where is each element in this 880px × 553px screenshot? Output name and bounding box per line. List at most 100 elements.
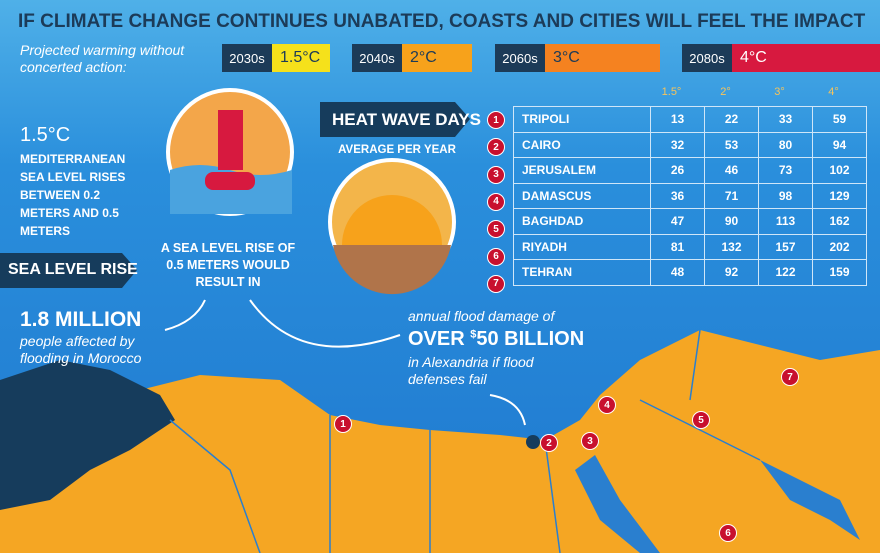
flood-intro: annual flood damage of xyxy=(408,308,555,324)
table-value: 98 xyxy=(758,182,813,209)
table-value: 26 xyxy=(650,157,705,184)
table-value: 202 xyxy=(812,233,867,260)
flood-text: in Alexandria if flood defenses fail xyxy=(408,354,534,387)
city: TEHRAN xyxy=(513,259,651,286)
table-value: 94 xyxy=(812,131,867,158)
heat-banner xyxy=(320,102,470,137)
map-marker: 7 xyxy=(781,368,799,386)
table-value: 53 xyxy=(704,131,759,158)
warming-box: 2030s 1.5°C xyxy=(222,44,330,72)
table-value: 81 xyxy=(650,233,705,260)
city: JERUSALEM xyxy=(513,157,651,184)
rise-text: A SEA LEVEL RISE OF 0.5 METERS WOULD RES… xyxy=(160,241,296,289)
table-value: 71 xyxy=(704,182,759,209)
table-value: 162 xyxy=(812,208,867,235)
table-value: 48 xyxy=(650,259,705,286)
decade: 2060s xyxy=(495,44,545,72)
table-value: 157 xyxy=(758,233,813,260)
table-value: 73 xyxy=(758,157,813,184)
flood-over: OVER xyxy=(408,328,465,350)
column-header: 4° xyxy=(828,86,839,98)
city: RIYADH xyxy=(513,233,651,260)
heat-title: HEAT WAVE DAYS xyxy=(332,110,481,129)
table-row: RIYADH 81 132 157 202 xyxy=(513,233,867,260)
table-value: 92 xyxy=(704,259,759,286)
decade: 2080s xyxy=(682,44,732,72)
city: CAIRO xyxy=(513,131,651,158)
rank-badge: 7 xyxy=(487,274,505,293)
column-header: 1.5° xyxy=(661,86,682,98)
sun xyxy=(342,195,442,245)
table-value: 36 xyxy=(650,182,705,209)
map-marker: 2 xyxy=(540,434,558,452)
table-row: TRIPOLI 13 22 33 59 xyxy=(513,106,867,133)
rank-badge: 6 xyxy=(487,247,505,266)
affected-number: 1.8 MILLION xyxy=(20,308,142,331)
arrow xyxy=(489,394,526,426)
table-value: 129 xyxy=(812,182,867,209)
table-value: 59 xyxy=(812,106,867,133)
borders xyxy=(169,329,761,553)
city: BAGHDAD xyxy=(513,208,651,235)
table-row: BAGHDAD 47 90 113 162 xyxy=(513,208,867,235)
sea-temp: 1.5°C xyxy=(20,124,71,146)
arrow xyxy=(249,299,401,348)
flood-currency: $ xyxy=(470,328,477,341)
table-value: 102 xyxy=(812,157,867,184)
sea-banner xyxy=(0,253,137,288)
temperature: 4°C xyxy=(732,44,880,72)
buoy xyxy=(218,110,243,170)
city: DAMASCUS xyxy=(513,182,651,209)
temperature: 1.5°C xyxy=(272,44,330,72)
map-marker: 5 xyxy=(692,411,710,429)
map-marker: 6 xyxy=(719,524,737,542)
gulf xyxy=(760,460,860,540)
column-header: 3° xyxy=(774,86,785,98)
flood-amount: OVER $50 BILLION xyxy=(408,328,584,351)
warming-box: 2060s 3°C xyxy=(495,44,660,72)
sea-inlet xyxy=(575,455,660,553)
flood-value: 50 BILLION xyxy=(476,328,585,350)
temperature: 2°C xyxy=(402,44,472,72)
table-value: 32 xyxy=(650,131,705,158)
rank-badge: 1 xyxy=(487,111,505,129)
table-row: JERUSALEM 26 46 73 102 xyxy=(513,157,867,184)
warming-box: 2080s 4°C xyxy=(682,44,880,72)
table-row: TEHRAN 48 92 122 159 xyxy=(513,259,867,286)
table-value: 90 xyxy=(704,208,759,235)
column-header: 2° xyxy=(720,86,731,98)
table-value: 33 xyxy=(758,106,813,133)
map-marker: 3 xyxy=(581,432,599,450)
heat-table: TRIPOLI 13 22 33 59 CAIRO 32 53 80 94 JERUSALEM 26 4… xyxy=(513,106,867,286)
warming-box: 2040s 2°C xyxy=(352,44,472,72)
land xyxy=(0,330,880,553)
table-value: 13 xyxy=(650,106,705,133)
title: IF CLIMATE CHANGE CONTINUES UNABATED, CO… xyxy=(18,11,866,32)
temperature: 3°C xyxy=(545,44,660,72)
rank-badge: 3 xyxy=(487,165,505,184)
morocco xyxy=(0,360,175,510)
sea-banner-text: SEA LEVEL RISE xyxy=(8,261,138,278)
map-marker: 1 xyxy=(334,415,352,433)
table-row: DAMASCUS 36 71 98 129 xyxy=(513,182,867,209)
table-value: 47 xyxy=(650,208,705,235)
map-marker: 4 xyxy=(598,396,616,414)
ground xyxy=(333,245,451,295)
alexandria-dot xyxy=(526,435,540,449)
affected-text: people affected by flooding in Morocco xyxy=(20,333,142,366)
arrow xyxy=(164,299,206,331)
decade: 2030s xyxy=(222,44,272,72)
city: TRIPOLI xyxy=(513,106,651,133)
table-row: CAIRO 32 53 80 94 xyxy=(513,131,867,158)
rank-badge: 4 xyxy=(487,192,505,211)
sea-text: MEDITERRANEAN SEA LEVEL RISES BETWEEN 0.… xyxy=(20,152,126,238)
table-value: 132 xyxy=(704,233,759,260)
table-value: 159 xyxy=(812,259,867,286)
heat-subtitle: AVERAGE PER YEAR xyxy=(338,144,456,156)
buoy-base xyxy=(205,172,255,190)
table-value: 122 xyxy=(758,259,813,286)
decade: 2040s xyxy=(352,44,402,72)
rank-badge: 2 xyxy=(487,138,505,157)
